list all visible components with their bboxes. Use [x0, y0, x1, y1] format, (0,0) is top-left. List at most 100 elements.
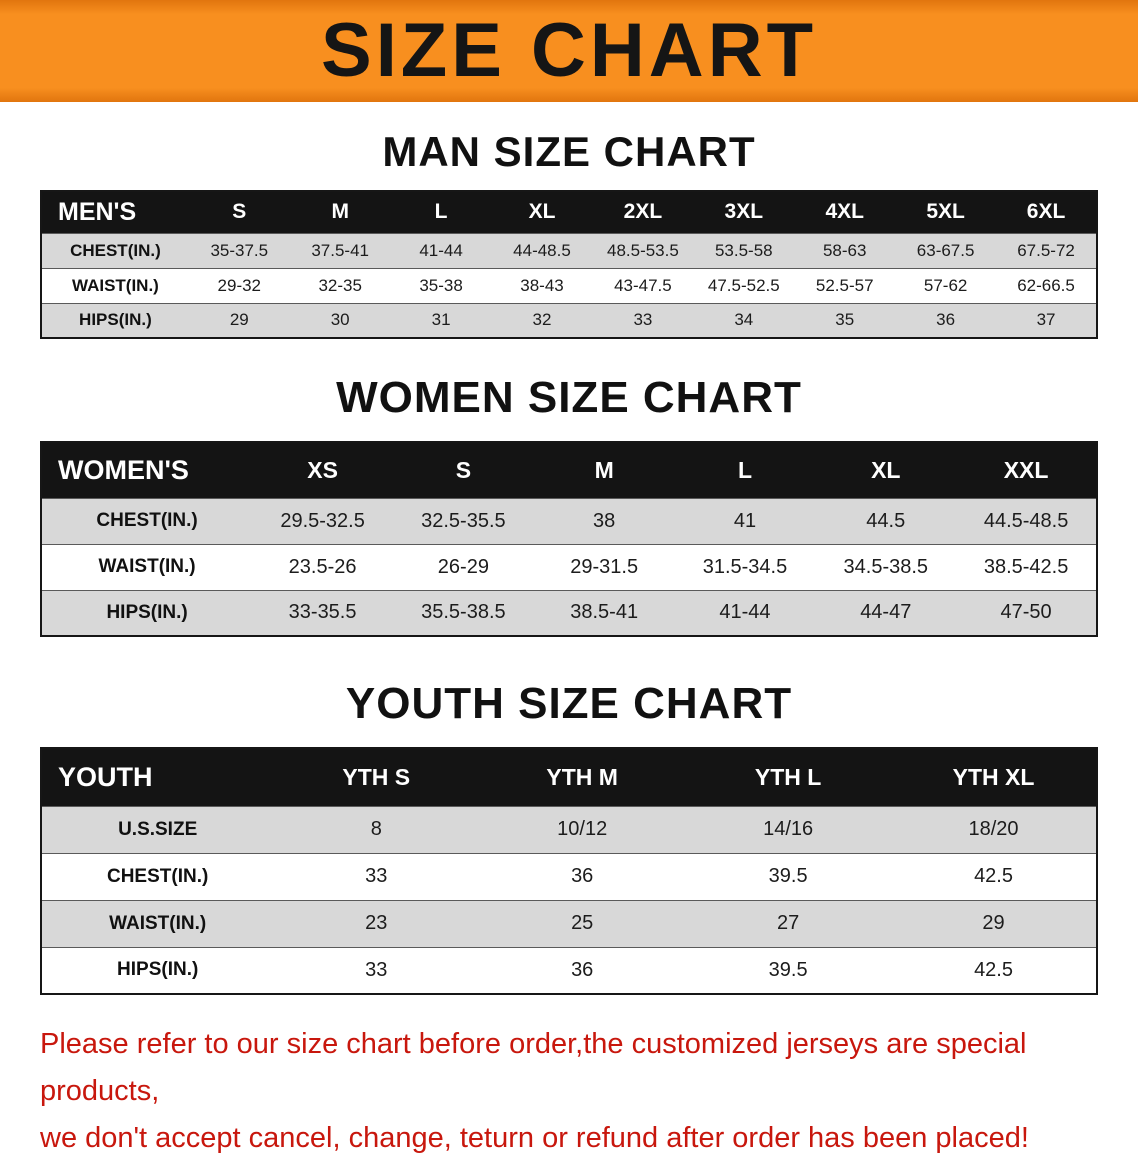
row-label-cell: WAIST(IN.) — [41, 543, 253, 590]
table-cell: 48.5-53.5 — [592, 232, 694, 268]
table-cell: 47.5-52.5 — [693, 267, 795, 303]
table-cell: 36 — [479, 852, 686, 900]
disclaimer-line-2: we don't accept cancel, change, teturn o… — [40, 1121, 1029, 1154]
youth-section-heading: YOUTH SIZE CHART — [345, 679, 793, 728]
column-header-cell: 4XL — [794, 191, 896, 233]
disclaimer-line-1: Please refer to our size chart before or… — [40, 1028, 1027, 1107]
column-header-cell: S — [392, 442, 534, 498]
row-label-cell: HIPS(IN.) — [41, 589, 253, 636]
women-section-heading: WOMEN SIZE CHART — [336, 373, 802, 422]
table-cell: 33 — [273, 946, 480, 994]
column-header-cell: S — [188, 191, 290, 233]
table-cell: 23 — [273, 899, 480, 947]
table-cell: 31 — [390, 302, 492, 338]
table-row: HIPS(IN.) 33-35.5 35.5-38.5 38.5-41 41-44 44-… — [41, 589, 1097, 636]
table-cell: 42.5 — [891, 946, 1097, 994]
table-cell: 26-29 — [392, 543, 534, 590]
youth-section: YOUTH SIZE CHART YOUTH YTH S YTH M YTH L YTH… — [0, 679, 1138, 995]
row-label-cell: WAIST(IN.) — [41, 267, 189, 303]
men-size-table: MEN'S S M L XL 2XL 3XL 4XL 5XL 6XL CHEST(IN.) 35-37… — [40, 190, 1098, 339]
table-cell: 63-67.5 — [895, 232, 997, 268]
youth-size-table: YOUTH YTH S YTH M YTH L YTH XL U.S.SIZE 8 10/12… — [40, 747, 1098, 995]
table-row: HIPS(IN.) 29 30 31 32 33 34 35 36 37 — [41, 302, 1097, 338]
column-header-cell: XXL — [956, 442, 1097, 498]
table-header-row: YOUTH YTH S YTH M YTH L YTH XL — [41, 748, 1097, 806]
table-cell: 10/12 — [479, 805, 686, 853]
column-header-cell: XS — [252, 442, 393, 498]
table-cell: 32-35 — [289, 267, 391, 303]
table-row: WAIST(IN.) 23.5-26 26-29 29-31.5 31.5-34.5 34… — [41, 543, 1097, 590]
table-row: CHEST(IN.) 35-37.5 37.5-41 41-44 44-48.5 48.5… — [41, 232, 1097, 268]
table-cell: 37.5-41 — [289, 232, 391, 268]
table-cell: 38 — [533, 497, 675, 544]
row-label-cell: CHEST(IN.) — [41, 852, 274, 900]
table-cell: 38.5-42.5 — [956, 543, 1097, 590]
column-header-cell: XL — [491, 191, 593, 233]
table-cell: 47-50 — [956, 589, 1097, 636]
table-cell: 57-62 — [895, 267, 997, 303]
column-header-cell: M — [533, 442, 675, 498]
table-cell: 44.5 — [815, 497, 957, 544]
table-cell: 34 — [693, 302, 795, 338]
table-cell: 29.5-32.5 — [252, 497, 393, 544]
table-cell: 29-32 — [188, 267, 290, 303]
table-row: WAIST(IN.) 23 25 27 29 — [41, 899, 1097, 947]
table-cell: 38.5-41 — [533, 589, 675, 636]
column-header-cell: L — [390, 191, 492, 233]
table-title-cell: YOUTH — [41, 748, 274, 806]
table-cell: 23.5-26 — [252, 543, 393, 590]
size-table: WOMEN'S XS S M L XL XXL CHEST(IN.) 29.5-32.5 32.5… — [40, 441, 1098, 637]
column-header-cell: XL — [815, 442, 957, 498]
table-title-cell: MEN'S — [41, 191, 189, 233]
table-cell: 35-37.5 — [188, 232, 290, 268]
column-header-cell: YTH XL — [891, 748, 1097, 806]
table-cell: 8 — [273, 805, 480, 853]
size-table: MEN'S S M L XL 2XL 3XL 4XL 5XL 6XL CHEST(IN.) 35-37… — [40, 190, 1098, 339]
table-header-row: WOMEN'S XS S M L XL XXL — [41, 442, 1097, 498]
table-cell: 33 — [273, 852, 480, 900]
table-cell: 30 — [289, 302, 391, 338]
table-cell: 36 — [479, 946, 686, 994]
row-label-cell: CHEST(IN.) — [41, 497, 253, 544]
table-cell: 33 — [592, 302, 694, 338]
table-cell: 53.5-58 — [693, 232, 795, 268]
table-cell: 25 — [479, 899, 686, 947]
table-cell: 52.5-57 — [794, 267, 896, 303]
table-cell: 33-35.5 — [252, 589, 393, 636]
table-cell: 44-47 — [815, 589, 957, 636]
women-size-table: WOMEN'S XS S M L XL XXL CHEST(IN.) 29.5-32.5 32.5… — [40, 441, 1098, 637]
table-title-cell: WOMEN'S — [41, 442, 253, 498]
table-cell: 31.5-34.5 — [674, 543, 816, 590]
table-cell: 29 — [891, 899, 1097, 947]
men-section-heading: MAN SIZE CHART — [382, 128, 756, 175]
table-cell: 14/16 — [685, 805, 892, 853]
table-cell: 29-31.5 — [533, 543, 675, 590]
table-cell: 35.5-38.5 — [392, 589, 534, 636]
table-cell: 34.5-38.5 — [815, 543, 957, 590]
table-cell: 29 — [188, 302, 290, 338]
column-header-cell: 5XL — [895, 191, 997, 233]
table-cell: 41-44 — [674, 589, 816, 636]
table-cell: 38-43 — [491, 267, 593, 303]
table-cell: 67.5-72 — [996, 232, 1097, 268]
men-section: MAN SIZE CHART MEN'S S M L XL 2XL 3XL 4XL 5XL 6XL… — [0, 128, 1138, 339]
size-table: YOUTH YTH S YTH M YTH L YTH XL U.S.SIZE 8 10/12… — [40, 747, 1098, 995]
women-section: WOMEN SIZE CHART WOMEN'S XS S M L XL XXL CHEST(… — [0, 373, 1138, 637]
table-row: U.S.SIZE 8 10/12 14/16 18/20 — [41, 805, 1097, 853]
table-cell: 41 — [674, 497, 816, 544]
table-cell: 62-66.5 — [996, 267, 1097, 303]
table-row: CHEST(IN.) 33 36 39.5 42.5 — [41, 852, 1097, 900]
table-cell: 18/20 — [891, 805, 1097, 853]
table-cell: 35-38 — [390, 267, 492, 303]
table-cell: 39.5 — [685, 852, 892, 900]
column-header-cell: YTH M — [479, 748, 686, 806]
column-header-cell: YTH L — [685, 748, 892, 806]
row-label-cell: U.S.SIZE — [41, 805, 274, 853]
banner: SIZE CHART — [0, 0, 1138, 102]
row-label-cell: HIPS(IN.) — [41, 946, 274, 994]
page-title: SIZE CHART — [321, 8, 817, 93]
table-cell: 32.5-35.5 — [392, 497, 534, 544]
table-row: CHEST(IN.) 29.5-32.5 32.5-35.5 38 41 44.5 44.5… — [41, 497, 1097, 544]
table-cell: 36 — [895, 302, 997, 338]
